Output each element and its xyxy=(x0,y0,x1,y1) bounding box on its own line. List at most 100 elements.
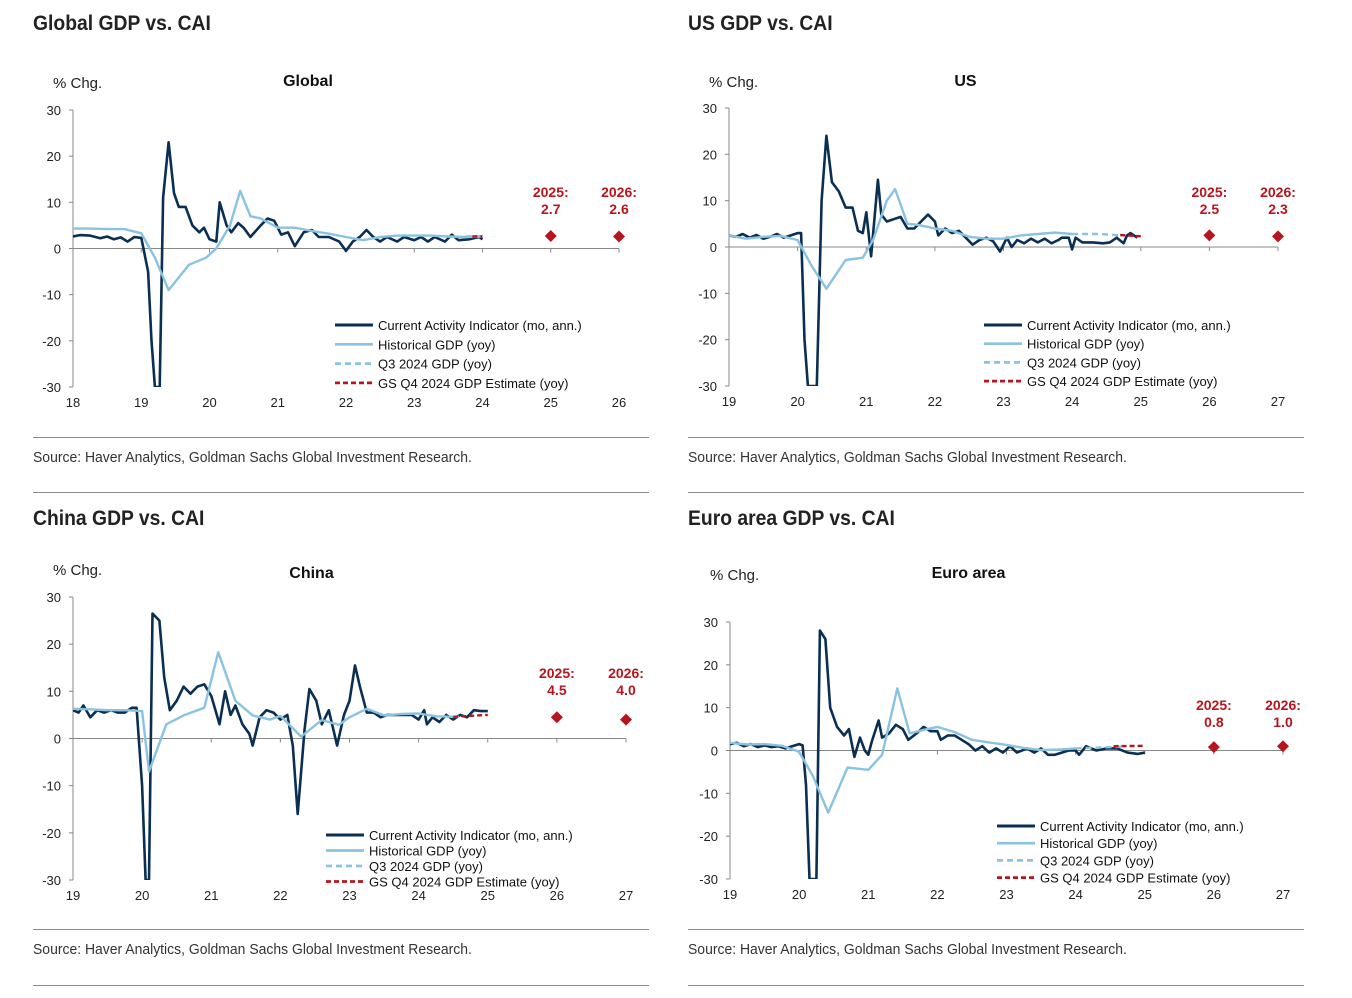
x-tick-label: 18 xyxy=(66,395,80,410)
x-tick-label: 21 xyxy=(859,394,873,409)
chart-title: Euro area xyxy=(932,565,1006,582)
legend-label: Historical GDP (yoy) xyxy=(369,844,487,859)
x-tick-label: 27 xyxy=(1271,394,1285,409)
x-tick-label: 21 xyxy=(271,395,285,410)
source-note: Source: Haver Analytics, Goldman Sachs G… xyxy=(33,941,472,958)
legend-label: Current Activity Indicator (mo, ann.) xyxy=(369,828,573,843)
x-tick-label: 26 xyxy=(612,395,626,410)
x-tick-label: 24 xyxy=(1065,394,1079,409)
legend-label: Historical GDP (yoy) xyxy=(1027,337,1145,352)
x-tick-label: 22 xyxy=(273,888,287,903)
legend-label: Historical GDP (yoy) xyxy=(378,337,496,352)
forecast-year-label: 2025: xyxy=(1191,184,1227,200)
forecast-value-label: 4.0 xyxy=(616,682,636,698)
forecast-value-label: 2.7 xyxy=(541,201,561,217)
x-tick-label: 27 xyxy=(619,888,633,903)
forecast-value-label: 2.5 xyxy=(1200,201,1220,217)
panel-heading: Global GDP vs. CAI xyxy=(33,12,211,35)
series-line-q3 xyxy=(1072,232,1121,237)
y-tick-label: -10 xyxy=(42,779,61,794)
chart-title: Global xyxy=(283,73,333,90)
chart-panel-euro-area: Euro area GDP vs. CAI % Chg. Euro area 30 2… xyxy=(688,493,1304,986)
x-tick-label: 27 xyxy=(1276,887,1290,902)
chart-svg: % Chg. Global 30 20 10 0 -10 -20 -30 18 19 20 21 22 23… xyxy=(42,73,637,410)
chart-title: US xyxy=(954,73,977,90)
forecast-year-label: 2026: xyxy=(601,184,637,200)
x-tick-label: 24 xyxy=(411,888,425,903)
legend-label: Q3 2024 GDP (yoy) xyxy=(369,859,483,874)
x-tick-label: 20 xyxy=(790,394,804,409)
legend-label: GS Q4 2024 GDP Estimate (yoy) xyxy=(378,376,569,391)
legend-label: Q3 2024 GDP (yoy) xyxy=(378,357,492,372)
x-tick-label: 25 xyxy=(1138,887,1152,902)
x-tick-label: 21 xyxy=(861,887,875,902)
x-tick-label: 23 xyxy=(342,888,356,903)
forecast-value-label: 4.5 xyxy=(547,682,567,698)
forecast-year-label: 2026: xyxy=(608,665,644,681)
series-line-hist xyxy=(73,651,454,773)
chart-title: China xyxy=(289,565,334,582)
x-tick-label: 23 xyxy=(996,394,1010,409)
x-tick-label: 22 xyxy=(930,887,944,902)
y-tick-label: -20 xyxy=(42,334,61,349)
series-line-cai xyxy=(729,134,1139,386)
chart-svg: % Chg. US 30 20 10 0 -10 -20 -30 19 20 21 22 23 24 25 26… xyxy=(698,73,1296,409)
series-line-hist xyxy=(729,187,1073,290)
divider-line xyxy=(33,985,649,986)
series-line-cai xyxy=(730,629,1146,879)
y-axis-label: % Chg. xyxy=(53,75,102,92)
y-tick-label: 0 xyxy=(710,240,717,255)
series-line-q4 xyxy=(1120,233,1141,238)
forecast-marker xyxy=(550,711,563,724)
y-tick-label: 0 xyxy=(54,732,61,747)
series-line-cai xyxy=(73,612,488,880)
y-tick-label: 10 xyxy=(703,194,717,209)
y-tick-label: 10 xyxy=(47,195,61,210)
divider-line xyxy=(688,492,1304,493)
y-tick-label: -20 xyxy=(42,826,61,841)
legend-label: Current Activity Indicator (mo, ann.) xyxy=(1027,318,1231,333)
x-tick-label: 25 xyxy=(544,395,558,410)
divider-line xyxy=(688,985,1304,986)
legend-label: Current Activity Indicator (mo, ann.) xyxy=(378,318,582,333)
chart-svg: % Chg. China 30 20 10 0 -10 -20 -30 19 20 21 22 23 24 2… xyxy=(42,562,644,903)
y-tick-label: 10 xyxy=(704,701,718,716)
y-tick-label: 20 xyxy=(704,658,718,673)
divider-line xyxy=(33,437,649,438)
y-tick-label: 0 xyxy=(711,744,718,759)
series-line-q3 xyxy=(1075,745,1125,750)
x-tick-label: 21 xyxy=(204,888,218,903)
x-tick-label: 19 xyxy=(722,394,736,409)
legend-label: GS Q4 2024 GDP Estimate (yoy) xyxy=(1027,374,1218,389)
forecast-value-label: 2.6 xyxy=(609,201,629,217)
y-tick-label: -30 xyxy=(42,873,61,888)
x-tick-label: 19 xyxy=(723,887,737,902)
x-tick-label: 22 xyxy=(928,394,942,409)
y-tick-label: 20 xyxy=(47,149,61,164)
y-tick-label: 10 xyxy=(47,684,61,699)
chart-panel-china: China GDP vs. CAI % Chg. China 30 20 10 0 -10 -… xyxy=(33,493,649,986)
y-tick-label: 20 xyxy=(703,147,717,162)
series-line-hist xyxy=(730,687,1076,814)
y-tick-label: -20 xyxy=(698,333,717,348)
y-tick-label: 30 xyxy=(704,615,718,630)
panel-heading: US GDP vs. CAI xyxy=(688,12,833,35)
series-line-q4 xyxy=(453,713,488,718)
y-tick-label: -10 xyxy=(699,786,718,801)
legend-label: Q3 2024 GDP (yoy) xyxy=(1040,853,1154,868)
forecast-year-label: 2026: xyxy=(1265,697,1301,713)
chart-panel-global: Global GDP vs. CAI % Chg. Global 30 20 10 0 -1… xyxy=(33,0,649,493)
forecast-marker xyxy=(1272,230,1284,243)
x-tick-label: 24 xyxy=(475,395,489,410)
y-tick-label: -30 xyxy=(698,379,717,394)
x-tick-label: 20 xyxy=(135,888,149,903)
y-tick-label: 20 xyxy=(47,637,61,652)
y-tick-label: -10 xyxy=(698,286,717,301)
x-tick-label: 19 xyxy=(66,888,80,903)
divider-line xyxy=(33,929,649,930)
x-tick-label: 26 xyxy=(1207,887,1221,902)
y-tick-label: -10 xyxy=(42,288,61,303)
forecast-year-label: 2025: xyxy=(533,184,569,200)
x-tick-label: 24 xyxy=(1068,887,1082,902)
chart-svg: % Chg. Euro area 30 20 10 0 -10 -20 -30 19 20 21 22 2… xyxy=(699,565,1301,902)
